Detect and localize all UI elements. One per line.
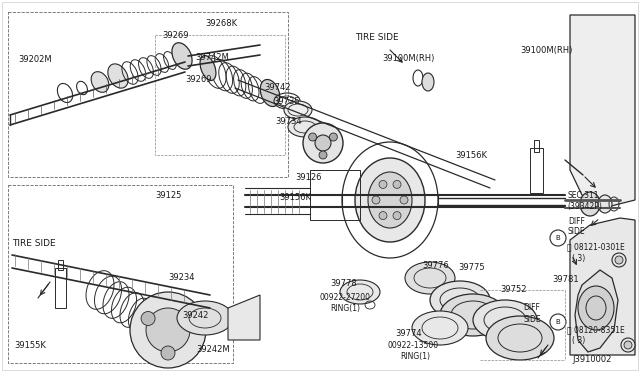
Text: (39342P): (39342P) bbox=[567, 202, 602, 211]
Text: 39155K: 39155K bbox=[14, 340, 46, 350]
Text: 00922-27200: 00922-27200 bbox=[320, 294, 371, 302]
Text: Ⓑ 08120-8351E: Ⓑ 08120-8351E bbox=[567, 326, 625, 334]
Ellipse shape bbox=[288, 117, 322, 137]
Circle shape bbox=[181, 311, 195, 326]
Text: 39734: 39734 bbox=[275, 118, 301, 126]
Ellipse shape bbox=[486, 316, 554, 360]
Polygon shape bbox=[570, 15, 635, 210]
Circle shape bbox=[308, 133, 317, 141]
Bar bbox=[55, 268, 66, 308]
Ellipse shape bbox=[430, 281, 490, 319]
Polygon shape bbox=[575, 270, 618, 352]
Ellipse shape bbox=[303, 123, 343, 163]
Ellipse shape bbox=[355, 158, 425, 242]
Ellipse shape bbox=[284, 101, 312, 119]
Ellipse shape bbox=[130, 292, 206, 368]
Text: ( 3): ( 3) bbox=[572, 337, 585, 346]
Text: 00922-13500: 00922-13500 bbox=[388, 340, 439, 350]
Text: RING(1): RING(1) bbox=[330, 305, 360, 314]
Ellipse shape bbox=[177, 301, 233, 335]
Text: 39126: 39126 bbox=[295, 173, 321, 182]
Bar bbox=[310, 170, 360, 220]
Text: 39234: 39234 bbox=[168, 273, 195, 282]
Ellipse shape bbox=[422, 73, 434, 91]
Ellipse shape bbox=[580, 192, 600, 216]
Ellipse shape bbox=[91, 72, 109, 92]
Ellipse shape bbox=[260, 80, 280, 106]
Ellipse shape bbox=[473, 300, 537, 340]
Text: J3910002: J3910002 bbox=[572, 356, 611, 365]
Circle shape bbox=[372, 196, 380, 204]
Circle shape bbox=[621, 338, 635, 352]
Text: 39781: 39781 bbox=[552, 276, 579, 285]
Text: 39735: 39735 bbox=[273, 97, 300, 106]
Text: ( 3): ( 3) bbox=[572, 253, 585, 263]
Circle shape bbox=[400, 196, 408, 204]
Bar bbox=[8, 185, 233, 363]
Ellipse shape bbox=[146, 308, 190, 352]
Text: 39125: 39125 bbox=[155, 190, 181, 199]
Circle shape bbox=[393, 180, 401, 188]
Ellipse shape bbox=[368, 172, 412, 228]
Bar bbox=[8, 12, 288, 177]
Text: 39742: 39742 bbox=[264, 83, 291, 93]
Ellipse shape bbox=[405, 262, 455, 294]
Text: TIRE SIDE: TIRE SIDE bbox=[355, 32, 399, 42]
Ellipse shape bbox=[598, 195, 612, 213]
Text: RING(1): RING(1) bbox=[400, 352, 430, 360]
Bar bbox=[155, 35, 285, 155]
Text: 39242M: 39242M bbox=[196, 346, 230, 355]
Bar bbox=[534, 140, 539, 152]
Ellipse shape bbox=[200, 55, 216, 80]
Ellipse shape bbox=[412, 311, 468, 345]
Text: 39100M(RH): 39100M(RH) bbox=[520, 45, 572, 55]
Text: 39100M(RH): 39100M(RH) bbox=[382, 54, 435, 62]
Bar bbox=[530, 148, 543, 193]
Text: B: B bbox=[556, 235, 561, 241]
Circle shape bbox=[393, 212, 401, 219]
Circle shape bbox=[379, 180, 387, 188]
Circle shape bbox=[161, 346, 175, 360]
Circle shape bbox=[612, 253, 626, 267]
Text: 39778: 39778 bbox=[330, 279, 356, 288]
Text: 39269: 39269 bbox=[162, 31, 189, 39]
Circle shape bbox=[615, 256, 623, 264]
Text: 39242: 39242 bbox=[182, 311, 209, 320]
Text: 39156K: 39156K bbox=[279, 193, 311, 202]
Text: 39156K: 39156K bbox=[455, 151, 487, 160]
Text: 39202M: 39202M bbox=[18, 55, 52, 64]
Text: 39775: 39775 bbox=[458, 263, 484, 272]
Circle shape bbox=[141, 311, 155, 326]
Text: Ⓑ 08121-0301E: Ⓑ 08121-0301E bbox=[567, 243, 625, 251]
Text: TIRE SIDE: TIRE SIDE bbox=[12, 238, 56, 247]
Ellipse shape bbox=[340, 280, 380, 304]
Ellipse shape bbox=[108, 64, 128, 88]
Ellipse shape bbox=[440, 294, 506, 336]
Text: DIFF: DIFF bbox=[568, 218, 585, 227]
Text: B: B bbox=[556, 319, 561, 325]
Polygon shape bbox=[228, 295, 260, 340]
Text: 39268K: 39268K bbox=[205, 19, 237, 28]
Circle shape bbox=[319, 151, 327, 159]
Text: SEC.311: SEC.311 bbox=[567, 190, 598, 199]
Ellipse shape bbox=[578, 286, 614, 330]
Text: 39774: 39774 bbox=[395, 328, 422, 337]
Circle shape bbox=[315, 135, 331, 151]
Text: SIDE: SIDE bbox=[568, 227, 586, 235]
Text: 39752: 39752 bbox=[500, 285, 527, 295]
Text: 39776: 39776 bbox=[422, 260, 449, 269]
Text: DIFF: DIFF bbox=[523, 304, 540, 312]
Text: 39269: 39269 bbox=[185, 76, 211, 84]
Circle shape bbox=[379, 212, 387, 219]
Polygon shape bbox=[570, 218, 635, 355]
Circle shape bbox=[330, 133, 337, 141]
Text: SIDE: SIDE bbox=[523, 314, 541, 324]
Circle shape bbox=[624, 341, 632, 349]
Bar bbox=[58, 260, 63, 270]
Ellipse shape bbox=[172, 43, 192, 69]
Text: 39742M: 39742M bbox=[195, 54, 228, 62]
